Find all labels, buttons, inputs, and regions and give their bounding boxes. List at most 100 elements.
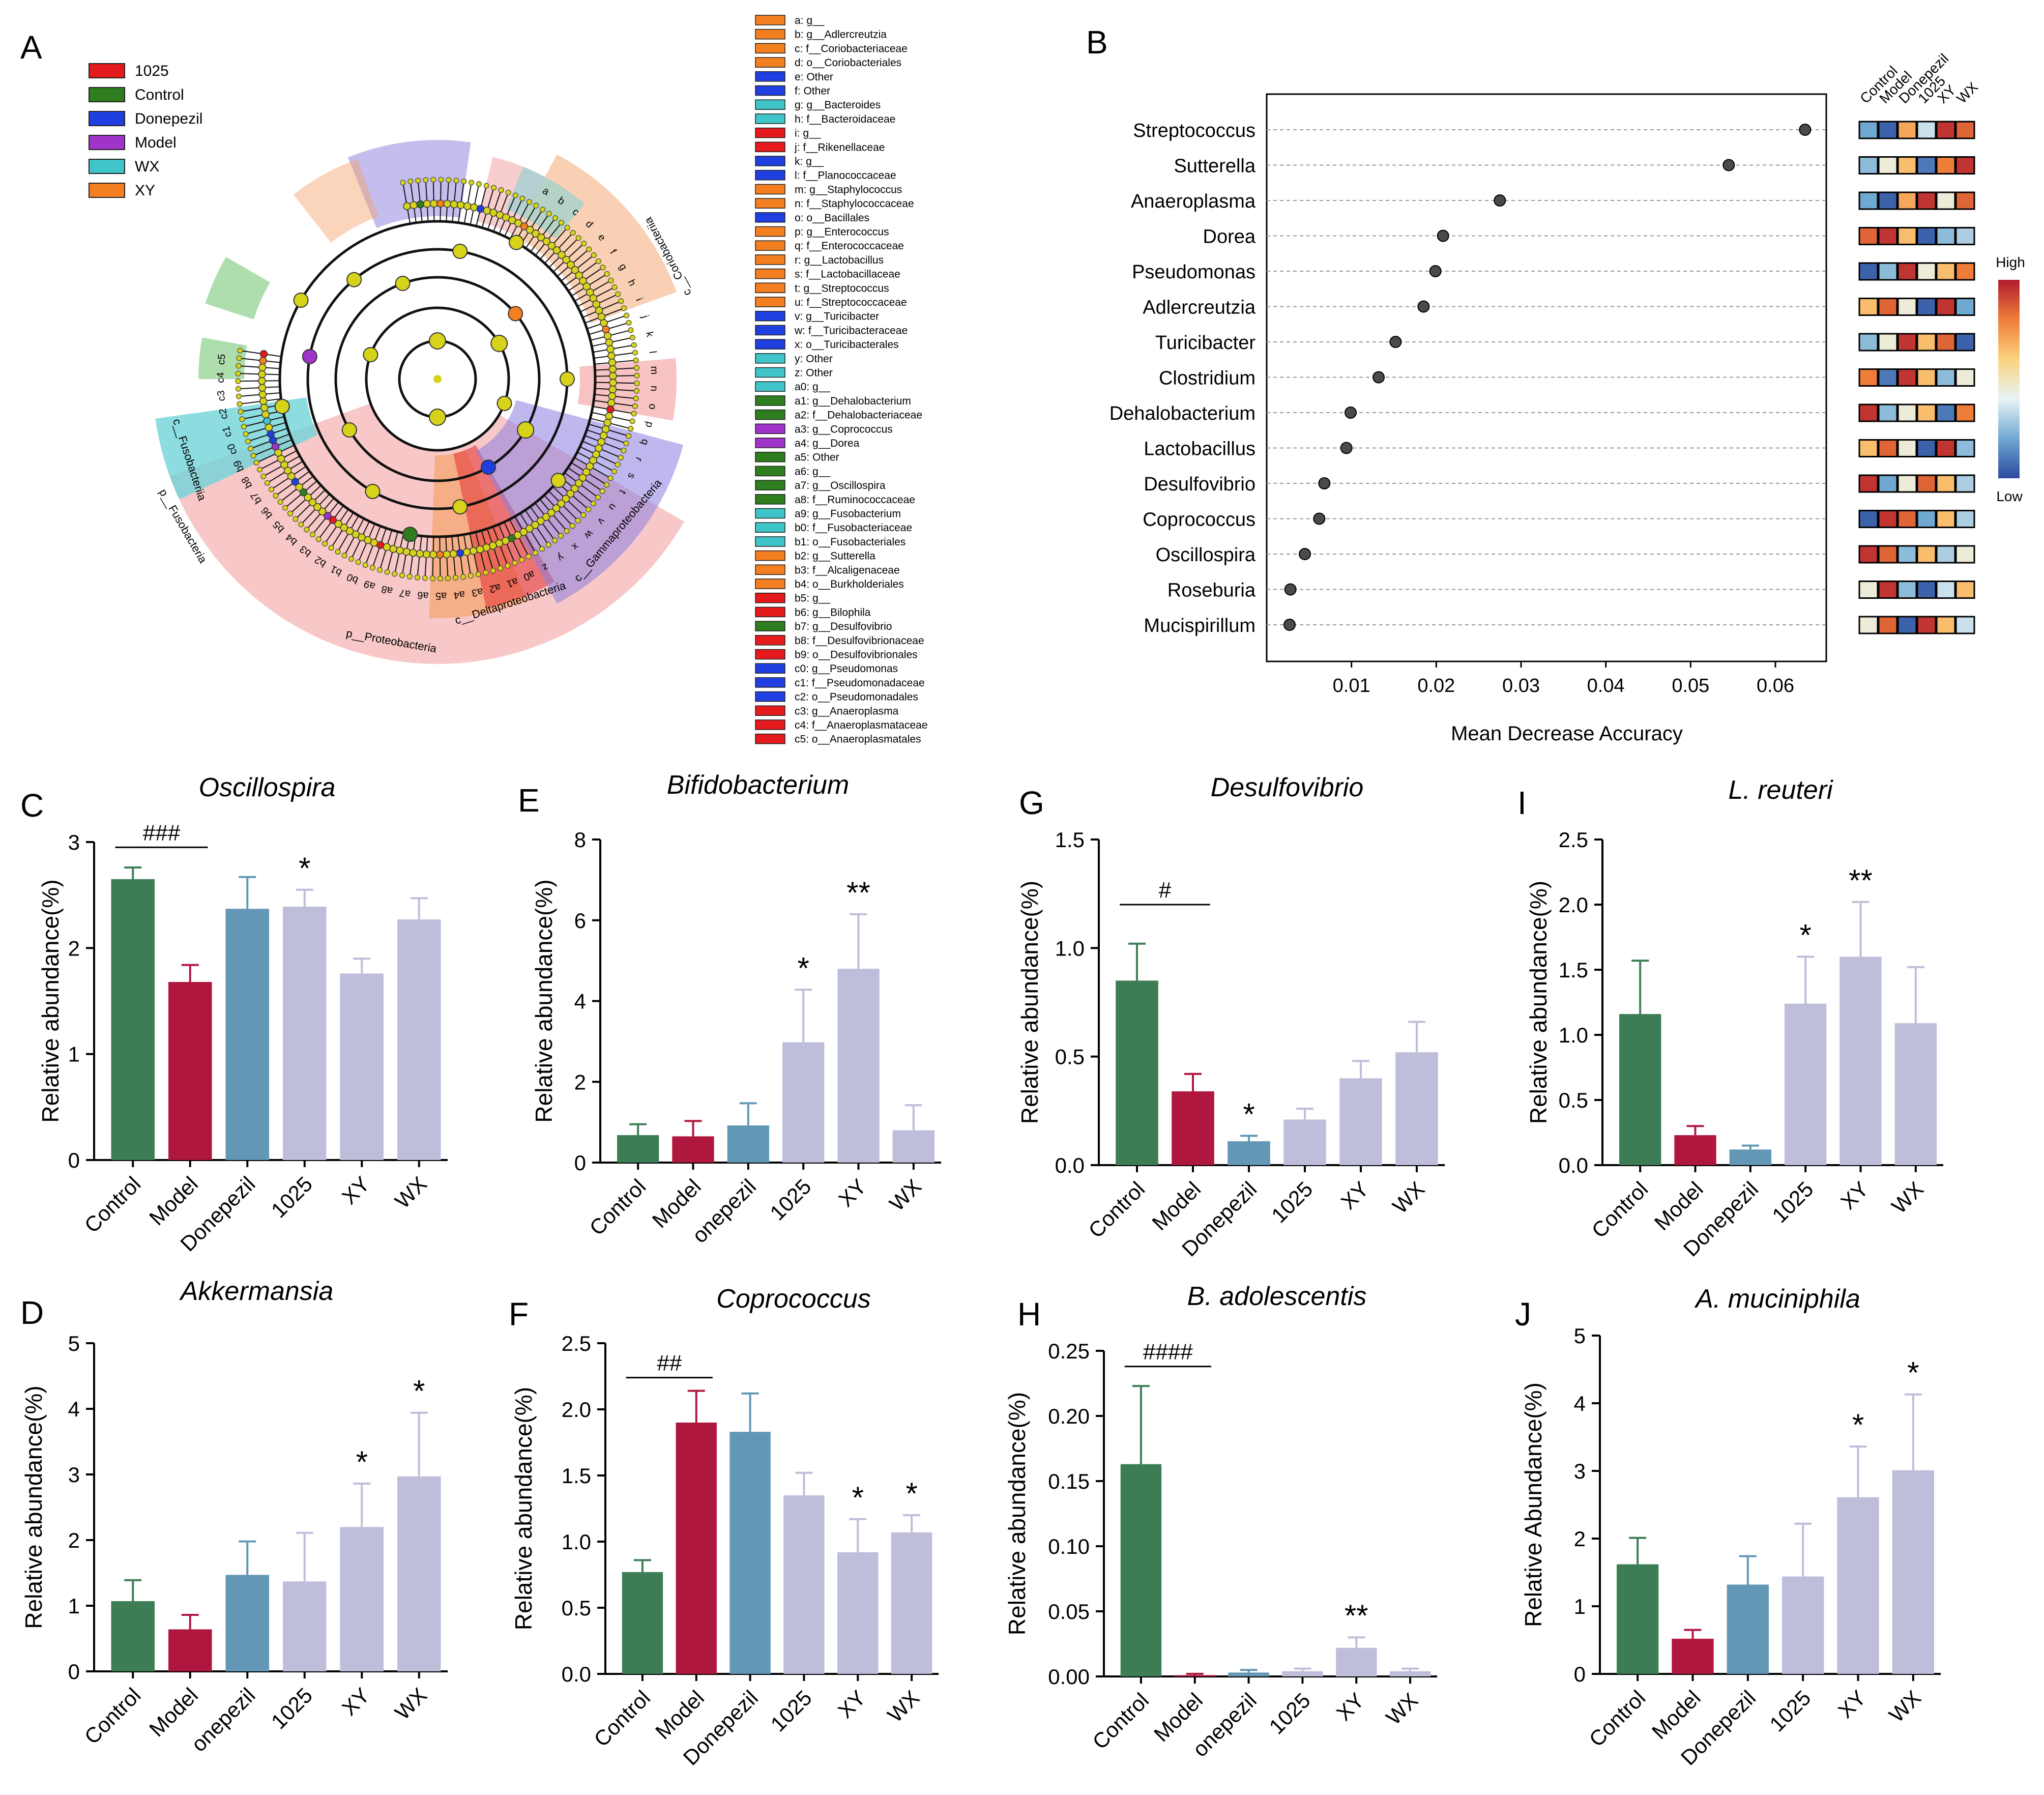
tree-leaf-node — [313, 503, 322, 511]
clade-node-letter: j — [639, 313, 651, 320]
tree-leaf-node — [389, 545, 397, 553]
heatmap-cell — [1858, 581, 1879, 599]
taxa-legend-swatch — [755, 635, 785, 646]
taxa-legend-swatch — [755, 339, 785, 350]
heatmap-cell — [1858, 121, 1879, 139]
tree-leaf-tip — [621, 305, 627, 311]
comparison-bracket-label: # — [1159, 878, 1172, 903]
tree-leaf-tip — [250, 453, 256, 459]
bar-model — [1174, 1675, 1215, 1676]
bar-xy — [340, 973, 384, 1160]
heatmap-cell — [1936, 156, 1956, 175]
taxa-legend-swatch — [755, 480, 785, 490]
taxa-legend-label: b2: g__Sutterella — [795, 551, 875, 562]
tree-inner-node — [274, 398, 290, 414]
tree-inner-node — [429, 332, 446, 350]
y-tick-label: 4 — [1574, 1392, 1586, 1415]
color-scale-high-label: High — [1996, 254, 2025, 270]
tree-leaf-tip — [512, 192, 518, 198]
y-tick-label: 0.0 — [1559, 1153, 1588, 1177]
tree-leaf-tip — [621, 447, 627, 453]
tree-leaf-tip — [243, 431, 249, 437]
legend-label-model: Model — [135, 134, 177, 151]
taxa-legend-swatch — [755, 550, 785, 561]
panel-label-J: J — [1515, 1296, 1531, 1333]
tree-leaf-tip — [304, 527, 310, 533]
heatmap-cell — [1955, 298, 1975, 316]
tree-leaf-tip — [453, 178, 459, 184]
tree-leaf-node — [542, 513, 550, 521]
taxa-legend-label: b9: o__Desulfovibrionales — [795, 649, 918, 661]
importance-point — [1429, 265, 1442, 277]
tree-leaf-node — [552, 246, 561, 254]
tree-leaf-tip — [453, 574, 459, 581]
tree-leaf-node — [260, 403, 269, 412]
bar-model — [1674, 1135, 1716, 1165]
tree-leaf-tip — [236, 363, 242, 369]
y-tick-label: 2.0 — [1559, 893, 1588, 917]
tree-inner-node — [517, 421, 535, 439]
tree-leaf-tip — [377, 567, 383, 573]
tree-leaf-tip — [406, 573, 413, 580]
clade-node-letter: n — [648, 386, 659, 392]
taxa-legend-label: a6: g__ — [795, 466, 830, 477]
taxa-legend-label: z: Other — [795, 367, 833, 379]
clade-node-letter: a7 — [398, 587, 411, 600]
taxa-legend-swatch — [755, 381, 785, 392]
significance-star: * — [1852, 1408, 1864, 1442]
significance-star: * — [1243, 1097, 1254, 1131]
taxa-legend-swatch — [755, 705, 785, 716]
taxa-legend-swatch — [755, 297, 785, 307]
bar-wx — [1894, 1023, 1937, 1165]
taxa-legend-swatch — [755, 85, 785, 96]
tree-leaf-node — [589, 456, 597, 465]
tree-leaf-tip — [575, 517, 581, 524]
heatmap-cell — [1916, 510, 1937, 528]
importance-point — [1389, 336, 1402, 348]
heatmap-cell — [1897, 262, 1917, 281]
heatmap-cell — [1955, 156, 1975, 175]
y-tick-label: 3 — [68, 830, 80, 854]
y-tick-label: 2.5 — [1559, 828, 1588, 852]
bar-wx — [1389, 1671, 1431, 1676]
y-tick-label: 8 — [574, 828, 586, 852]
heatmap-cell — [1897, 191, 1917, 210]
taxa-legend-swatch — [755, 691, 785, 702]
y-axis-title: Relative abundance(%) — [37, 879, 64, 1122]
heatmap-cell — [1858, 474, 1879, 493]
taxa-legend-swatch — [755, 677, 785, 688]
tree-leaf-tip — [591, 252, 597, 258]
tree-leaf-tip — [438, 177, 444, 183]
tree-leaf-tip — [491, 185, 497, 191]
tree-leaf-tip — [298, 522, 304, 528]
tree-leaf-tip — [569, 523, 575, 529]
taxa-legend-label: b: g__Adlercreutzia — [795, 29, 887, 41]
tree-leaf-tip — [633, 357, 639, 363]
tree-leaf-node — [299, 488, 308, 497]
y-tick-label: 3 — [1574, 1459, 1586, 1483]
y-tick-label: 2 — [68, 1528, 80, 1552]
taxa-legend-swatch — [755, 43, 785, 54]
taxa-legend-swatch — [755, 564, 785, 575]
heatmap-cell — [1897, 368, 1917, 387]
panel-label-F: F — [509, 1296, 529, 1333]
significance-star: * — [1799, 918, 1811, 952]
heatmap-cell — [1936, 121, 1956, 139]
tree-leaf-node — [443, 550, 451, 559]
tree-leaf-tip — [348, 556, 355, 562]
tree-leaf-tip — [315, 536, 322, 542]
y-tick-label: 1.5 — [1559, 958, 1588, 982]
tree-leaf-tip — [392, 571, 398, 577]
tree-leaf-tip — [407, 179, 414, 185]
tree-leaf-tip — [600, 265, 606, 271]
tree-leaf-tip — [532, 550, 538, 556]
taxa-legend-swatch — [755, 423, 785, 435]
tree-leaf-tip — [476, 181, 482, 187]
tree-leaf-tip — [631, 342, 637, 348]
tree-leaf-node — [287, 472, 296, 480]
tree-leaf-tip — [629, 334, 635, 340]
clade-node-letter: a4 — [453, 589, 465, 601]
importance-point — [1299, 548, 1311, 560]
taxa-legend-swatch — [755, 282, 785, 294]
